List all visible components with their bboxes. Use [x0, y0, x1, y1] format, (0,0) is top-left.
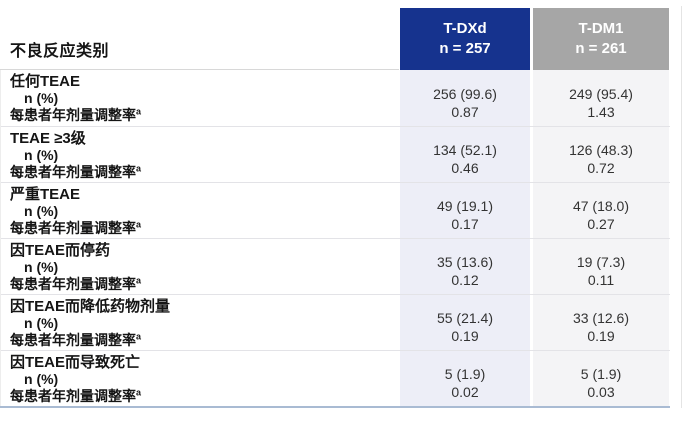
tdxd-npct-value: 5 (1.9) — [444, 366, 486, 382]
tdxd-value-cell: 55 (21.4) 0.19 — [400, 295, 530, 350]
tdm1-value-cell: 33 (12.6) 0.19 — [533, 295, 669, 350]
footnote-marker: a — [136, 106, 142, 117]
row-rate-label: 每患者年剂量调整率a — [10, 332, 400, 349]
footnote-marker: a — [136, 219, 142, 230]
tdm1-npct-value: 5 (1.9) — [580, 366, 622, 382]
row-rate-label-text: 每患者年剂量调整率 — [10, 220, 136, 236]
tdxd-value-cell: 256 (99.6) 0.87 — [400, 70, 530, 126]
tdm1-npct-value: 47 (18.0) — [572, 198, 630, 214]
tdxd-rate-value: 0.19 — [451, 328, 479, 344]
row-npct-label: n (%) — [24, 315, 59, 331]
row-rate-label: 每患者年剂量调整率a — [10, 220, 400, 237]
row-category-label: 严重TEAE — [10, 186, 81, 203]
row-rate-label-text: 每患者年剂量调整率 — [10, 276, 136, 292]
footnote-marker: a — [136, 331, 142, 342]
tdxd-rate-value: 0.12 — [451, 272, 479, 288]
table-body: 任何TEAE n (%) 每患者年剂量调整率a 256 (99.6) 0.87 … — [0, 70, 670, 406]
row-category-label: 因TEAE而降低药物剂量 — [10, 298, 171, 315]
row-npct-label: n (%) — [24, 371, 59, 387]
row-label-cell: 因TEAE而停药 n (%) 每患者年剂量调整率a — [0, 239, 400, 294]
table-row: 因TEAE而导致死亡 n (%) 每患者年剂量调整率a 5 (1.9) 0.02… — [0, 350, 670, 406]
tdm1-npct-value: 126 (48.3) — [569, 142, 633, 158]
table-row: 严重TEAE n (%) 每患者年剂量调整率a 49 (19.1) 0.17 4… — [0, 182, 670, 238]
category-column-header: 不良反应类别 — [10, 43, 110, 60]
tdxd-npct-value: 49 (19.1) — [436, 198, 494, 214]
row-label-cell: 因TEAE而降低药物剂量 n (%) 每患者年剂量调整率a — [0, 295, 400, 350]
row-npct-label: n (%) — [24, 147, 59, 163]
tdxd-value-cell: 134 (52.1) 0.46 — [400, 127, 530, 182]
row-category-label: 因TEAE而导致死亡 — [10, 354, 141, 371]
tdm1-rate-value: 0.19 — [587, 328, 615, 344]
table-right-edge — [681, 6, 682, 408]
column-header-tdxd-n: n = 257 — [439, 40, 491, 57]
header-divider — [0, 69, 399, 70]
row-rate-label: 每患者年剂量调整率a — [10, 276, 400, 293]
footnote-marker: a — [136, 387, 142, 398]
row-category-label: TEAE ≥3级 — [10, 130, 86, 147]
tdxd-rate-value: 0.87 — [451, 104, 479, 120]
row-category-label: 因TEAE而停药 — [10, 242, 111, 259]
row-category-label: 任何TEAE — [10, 73, 81, 90]
column-header-tdxd: T-DXd n = 257 — [400, 8, 530, 70]
tdxd-npct-value: 256 (99.6) — [433, 86, 497, 102]
column-header-tdm1-name: T-DM1 — [578, 20, 624, 37]
row-rate-label-text: 每患者年剂量调整率 — [10, 107, 136, 123]
tdm1-value-cell: 47 (18.0) 0.27 — [533, 183, 669, 238]
row-rate-label-text: 每患者年剂量调整率 — [10, 332, 136, 348]
tdm1-npct-value: 19 (7.3) — [576, 254, 626, 270]
tdxd-npct-value: 55 (21.4) — [436, 310, 494, 326]
tdm1-npct-value: 249 (95.4) — [569, 86, 633, 102]
table-row: 因TEAE而停药 n (%) 每患者年剂量调整率a 35 (13.6) 0.12… — [0, 238, 670, 294]
row-rate-label-text: 每患者年剂量调整率 — [10, 388, 136, 404]
row-rate-label: 每患者年剂量调整率a — [10, 107, 400, 124]
tdm1-rate-value: 0.27 — [587, 216, 615, 232]
tdxd-rate-value: 0.02 — [451, 384, 479, 400]
row-npct-label: n (%) — [24, 90, 59, 106]
tdm1-npct-value: 33 (12.6) — [572, 310, 630, 326]
tdxd-rate-value: 0.17 — [451, 216, 479, 232]
tdm1-rate-value: 0.03 — [587, 384, 615, 400]
row-npct-label: n (%) — [24, 259, 59, 275]
table-bottom-rule — [0, 406, 670, 408]
tdm1-rate-value: 0.11 — [587, 272, 615, 288]
row-label-cell: TEAE ≥3级 n (%) 每患者年剂量调整率a — [0, 127, 400, 182]
row-label-cell: 严重TEAE n (%) 每患者年剂量调整率a — [0, 183, 400, 238]
tdxd-npct-value: 134 (52.1) — [433, 142, 497, 158]
column-header-tdm1: T-DM1 n = 261 — [533, 8, 669, 70]
row-label-cell: 因TEAE而导致死亡 n (%) 每患者年剂量调整率a — [0, 351, 400, 406]
table-row: 因TEAE而降低药物剂量 n (%) 每患者年剂量调整率a 55 (21.4) … — [0, 294, 670, 350]
tdm1-value-cell: 19 (7.3) 0.11 — [533, 239, 669, 294]
table-row: 任何TEAE n (%) 每患者年剂量调整率a 256 (99.6) 0.87 … — [0, 70, 670, 126]
column-header-tdxd-name: T-DXd — [443, 20, 487, 37]
footnote-marker: a — [136, 275, 142, 286]
tdxd-rate-value: 0.46 — [451, 160, 479, 176]
table-row: TEAE ≥3级 n (%) 每患者年剂量调整率a 134 (52.1) 0.4… — [0, 126, 670, 182]
row-rate-label: 每患者年剂量调整率a — [10, 388, 400, 405]
tdm1-rate-value: 1.43 — [587, 104, 615, 120]
tdxd-value-cell: 35 (13.6) 0.12 — [400, 239, 530, 294]
tdm1-value-cell: 5 (1.9) 0.03 — [533, 351, 669, 406]
footnote-marker: a — [136, 163, 142, 174]
row-npct-label: n (%) — [24, 203, 59, 219]
table-left-edge — [0, 70, 1, 406]
tdm1-value-cell: 126 (48.3) 0.72 — [533, 127, 669, 182]
tdxd-npct-value: 35 (13.6) — [436, 254, 494, 270]
column-header-tdm1-n: n = 261 — [575, 40, 627, 57]
tdm1-rate-value: 0.72 — [587, 160, 615, 176]
tdxd-value-cell: 5 (1.9) 0.02 — [400, 351, 530, 406]
tdm1-value-cell: 249 (95.4) 1.43 — [533, 70, 669, 126]
row-rate-label: 每患者年剂量调整率a — [10, 164, 400, 181]
tdxd-value-cell: 49 (19.1) 0.17 — [400, 183, 530, 238]
row-rate-label-text: 每患者年剂量调整率 — [10, 164, 136, 180]
row-label-cell: 任何TEAE n (%) 每患者年剂量调整率a — [0, 70, 400, 126]
